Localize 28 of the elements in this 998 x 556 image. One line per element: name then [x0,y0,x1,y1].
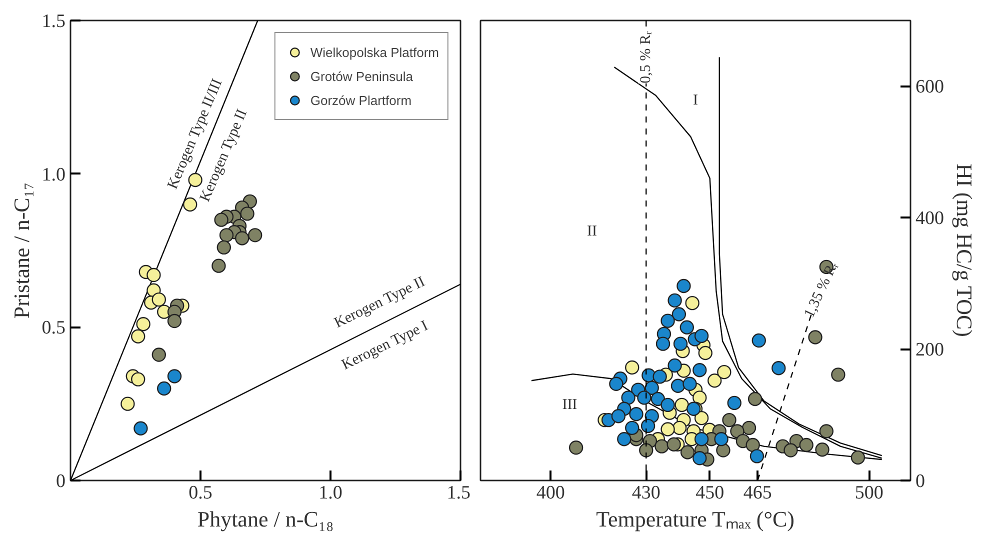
legend-label: Grotów Peninsula [310,68,414,84]
y-tick-label: 400 [916,208,944,230]
x-tick-label: 1.5 [446,482,470,504]
x-tick-label: 0.5 [188,482,212,504]
x-tick-label: 500 [854,482,884,504]
y-tick-label: 0.5 [42,318,66,339]
x-tick-label: 1.0 [318,482,342,504]
ref-line-label: 0,5 % Rᵣ [638,30,654,84]
y-tick-label: 0 [56,471,66,492]
y-tick-label: 600 [916,76,944,98]
legend-label: Wielkopolska Platform [310,44,439,60]
x-tick-label: 400 [536,482,565,504]
annotation: III [562,396,578,413]
x-tick-label: 430 [632,482,660,504]
annotation: II [586,223,597,240]
y-tick-label: 0 [916,471,925,492]
y-axis-title: Pristane / n-C₁₇ [8,182,34,319]
x-tick-label: 450 [696,482,724,504]
legend-label: Gorzów Plartform [310,92,412,108]
y-axis-title: HI (mg HC/g TOC) [952,164,977,337]
x-axis-title: Temperature Tₘₐₓ (°C) [596,506,795,532]
x-axis-title: Phytane / n-C₁₈ [197,506,334,532]
annotation: I [693,92,698,109]
y-tick-label: 1.5 [42,11,66,32]
y-tick-label: 1.0 [42,164,66,186]
x-tick-label: 465 [743,482,772,504]
y-tick-label: 200 [916,340,944,361]
annotation: 1,35 % Rᵣ [801,258,842,320]
